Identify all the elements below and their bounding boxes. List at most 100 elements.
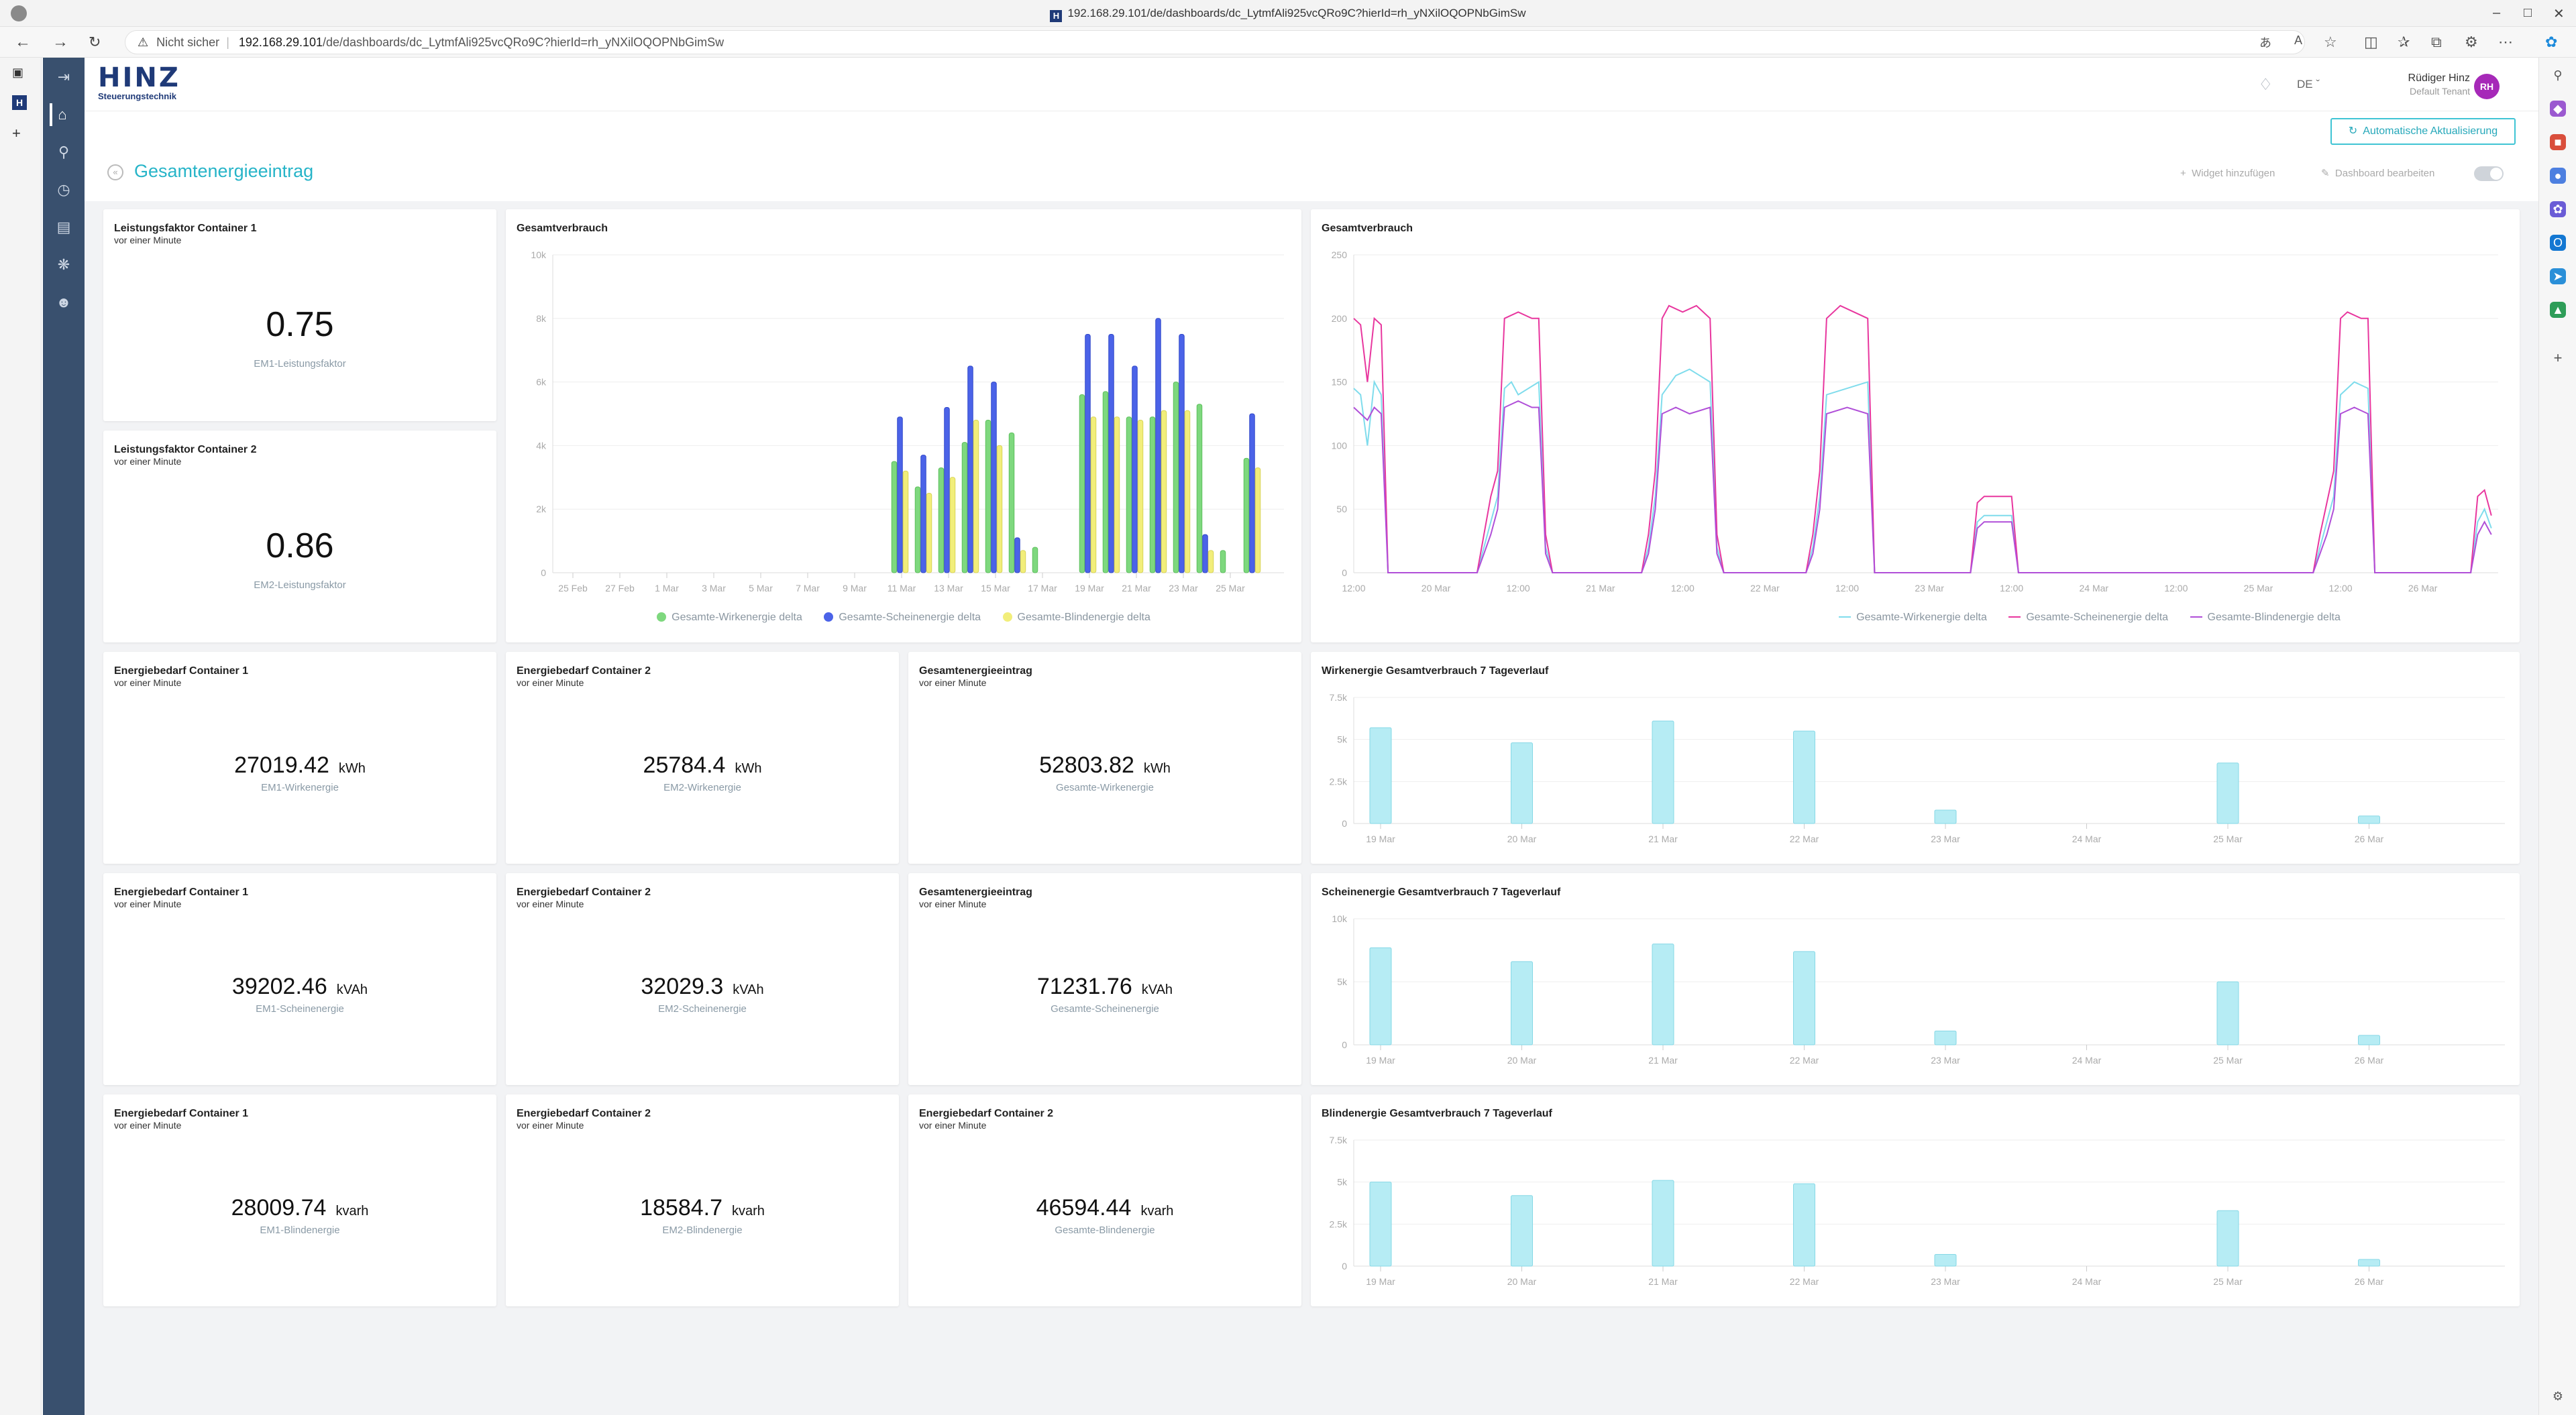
forward-arrow-icon[interactable]: →: [52, 33, 68, 51]
legend-line-blind: [2190, 616, 2202, 618]
bar: [1132, 365, 1138, 573]
favorite-star-icon[interactable]: ☆: [2324, 34, 2337, 50]
tag-icon[interactable]: ◆: [2550, 101, 2566, 117]
x-tick-label: 25 Mar: [2213, 1276, 2243, 1287]
bar: [1202, 534, 1208, 573]
schein7-chart: 0 5k 10k 19 Mar 20 Mar 21 Mar 22 Mar 23 Mar 24 M…: [1332, 913, 2505, 1066]
minimize-icon[interactable]: –: [2493, 5, 2501, 20]
avatar[interactable]: RH: [2474, 74, 2500, 99]
card-value: 0.75: [103, 304, 496, 345]
maximize-icon[interactable]: □: [2524, 5, 2532, 20]
legend-line-wirk: [1839, 616, 1851, 618]
bar: [1208, 550, 1214, 573]
database-icon[interactable]: ▤: [56, 219, 71, 235]
hinz-logo[interactable]: HINZ Steuerungstechnik: [98, 64, 185, 101]
close-window-icon[interactable]: ✕: [2553, 7, 2565, 21]
collections-icon[interactable]: ⧉: [2431, 34, 2442, 50]
more-menu-icon[interactable]: ⋯: [2498, 34, 2513, 50]
back-arrow-icon[interactable]: ←: [15, 33, 31, 51]
dashboard-lock-toggle[interactable]: [2474, 166, 2504, 181]
users-icon[interactable]: ☻: [56, 294, 72, 310]
y-tick-label: 2k: [536, 504, 547, 514]
legend-item-schein[interactable]: Gesamte-Scheinenergie delta: [824, 612, 981, 624]
bar: [973, 419, 979, 573]
legend-item-wirk[interactable]: Gesamte-Wirkenergie delta: [657, 612, 802, 624]
y-tick-label: 0: [541, 567, 546, 578]
copilot-app-icon[interactable]: ✿: [2550, 201, 2566, 217]
bar: [1511, 961, 1533, 1045]
gauge-icon[interactable]: ◷: [57, 181, 70, 198]
security-label: Nicht sicher: [156, 36, 220, 49]
pf1-card: Leistungsfaktor Container 1 vor einer Mi…: [103, 209, 496, 421]
legend-label: Gesamte-Scheinenergie delta: [839, 612, 981, 623]
home-icon[interactable]: ⌂: [50, 103, 72, 126]
legend-item-blind[interactable]: Gesamte-Blindenergie delta: [1002, 612, 1150, 624]
value-number: 46594.44: [1036, 1195, 1132, 1221]
card-title: Gesamtenergieeintrag: [919, 665, 1032, 677]
notification-bell-icon[interactable]: ♢: [2258, 76, 2273, 94]
card-key-label: EM1-Wirkenergie: [261, 782, 339, 793]
reload-icon[interactable]: ↻: [89, 34, 101, 50]
blind7-card: Blindenergie Gesamtverbrauch 7 Tageverla…: [1311, 1094, 2520, 1306]
legend-item-schein[interactable]: Gesamte-Scheinenergie delta: [2008, 612, 2168, 624]
search-icon[interactable]: ⚲: [2553, 68, 2563, 82]
card-key-label: EM2-Leistungsfaktor: [254, 579, 346, 591]
x-tick-label: 19 Mar: [1366, 834, 1395, 844]
settings-gear-icon[interactable]: ⚙: [2552, 1390, 2564, 1403]
read-aloud-icon[interactable]: A: [2294, 34, 2303, 47]
collapse-nav-icon[interactable]: ⇥: [57, 68, 70, 85]
value-unit: kWh: [1143, 761, 1171, 776]
x-tick-label: 20 Mar: [1507, 834, 1537, 844]
bar: [967, 365, 973, 573]
x-tick-label: 24 Mar: [2079, 583, 2108, 593]
x-tick-label: 23 Mar: [1915, 583, 1944, 593]
card-subtitle: vor einer Minute: [114, 235, 182, 245]
add-panel-plus-icon[interactable]: +: [2553, 349, 2563, 366]
chart-title: Gesamtverbrauch: [1322, 223, 1413, 234]
back-circle-icon[interactable]: «: [107, 164, 123, 180]
new-tab-plus-icon[interactable]: +: [12, 125, 21, 142]
share-nodes-icon[interactable]: ⚲: [58, 144, 70, 160]
x-tick-label: 24 Mar: [2072, 1276, 2102, 1287]
translate-icon[interactable]: あ: [2259, 36, 2271, 50]
person-icon[interactable]: ●: [2550, 168, 2566, 184]
add-widget-button[interactable]: + Widget hinzufügen: [2180, 168, 2275, 179]
favorites-icon[interactable]: ✰: [2398, 34, 2410, 50]
copilot-icon[interactable]: ✿: [2545, 34, 2558, 50]
card-key-label: Gesamte-Blindenergie: [1055, 1225, 1155, 1236]
edit-dashboard-button[interactable]: ✎ Dashboard bearbeiten: [2321, 168, 2435, 179]
split-screen-icon[interactable]: ◫: [2364, 34, 2378, 50]
send-icon[interactable]: ➤: [2550, 268, 2566, 284]
outlook-icon[interactable]: O: [2550, 235, 2566, 251]
line-chart-card: Gesamtverbrauch 0 50 100 150 200 250 12:00 20 M…: [1311, 209, 2520, 642]
card-value: 18584.7 kvarh: [506, 1195, 899, 1221]
bar: [1137, 419, 1144, 573]
tab-hinz-favicon-icon[interactable]: H: [12, 95, 27, 110]
tree-icon[interactable]: ▲: [2550, 302, 2566, 318]
y-tick-label: 100: [1332, 440, 1348, 451]
x-tick-label: 12:00: [2000, 583, 2023, 593]
network-icon[interactable]: ❋: [57, 256, 70, 273]
address-bar[interactable]: ⚠ Nicht sicher | 192.168.29.101/de/dashboa…: [125, 30, 2305, 54]
card-value: 28009.74 kvarh: [103, 1195, 496, 1221]
bar: [1114, 416, 1120, 573]
browser-profile-icon[interactable]: [11, 5, 27, 21]
legend-item-blind[interactable]: Gesamte-Blindenergie delta: [2190, 612, 2341, 624]
tab-actions-icon[interactable]: ▣: [12, 66, 24, 79]
address-path: /de/dashboards/dc_LytmfAli925vcQRo9C?hie…: [323, 36, 724, 49]
refresh-icon: ↻: [2348, 125, 2358, 137]
app-side-nav: ⇥ ⌂ ⚲ ◷ ▤ ❋ ☻: [43, 58, 85, 1415]
language-selector[interactable]: DE ˇ: [2296, 78, 2320, 91]
legend-item-wirk[interactable]: Gesamte-Wirkenergie delta: [1839, 612, 1987, 624]
language-value: DE: [2296, 78, 2313, 91]
bar-chart-card: Gesamtverbrauch 0 2k 4k 6k 8k 10k 25 Feb 27 Feb…: [506, 209, 1301, 642]
auto-refresh-button[interactable]: ↻ Automatische Aktualisierung: [2330, 118, 2516, 145]
address-separator: |: [223, 36, 229, 49]
user-name[interactable]: Rüdiger Hinz: [2408, 72, 2470, 84]
bar: [926, 493, 932, 573]
bar: [1184, 410, 1191, 573]
toolbox-icon[interactable]: ■: [2550, 134, 2566, 150]
extensions-icon[interactable]: ⚙: [2465, 34, 2478, 50]
y-tick-label: 10k: [531, 249, 547, 260]
x-tick-label: 12:00: [1671, 583, 1695, 593]
